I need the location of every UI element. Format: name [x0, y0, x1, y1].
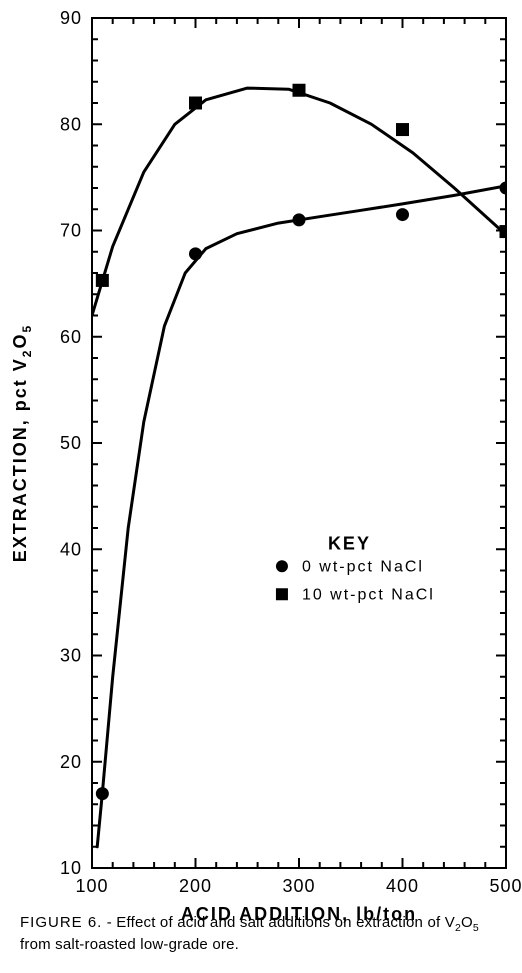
figure-caption: FIGURE 6. - Effect of acid and salt addi…: [20, 913, 502, 955]
svg-text:90: 90: [60, 8, 82, 28]
svg-text:60: 60: [60, 327, 82, 347]
svg-text:80: 80: [60, 114, 82, 134]
svg-text:30: 30: [60, 646, 82, 666]
svg-text:KEY: KEY: [328, 533, 371, 553]
svg-text:50: 50: [60, 433, 82, 453]
page: { "chart": { "type": "line-scatter", "wi…: [0, 0, 522, 973]
svg-text:100: 100: [75, 876, 108, 896]
svg-text:10: 10: [60, 858, 82, 878]
svg-text:400: 400: [386, 876, 419, 896]
svg-text:0 wt-pct NaCl: 0 wt-pct NaCl: [302, 558, 424, 575]
svg-text:300: 300: [282, 876, 315, 896]
figure-label: FIGURE 6.: [20, 914, 102, 931]
svg-text:EXTRACTION, pct V2O5: EXTRACTION, pct V2O5: [10, 324, 34, 562]
caption-text-1: - Effect of acid and salt additions on e…: [102, 914, 444, 931]
svg-text:10 wt-pct NaCl: 10 wt-pct NaCl: [302, 586, 435, 603]
svg-text:20: 20: [60, 752, 82, 772]
svg-text:40: 40: [60, 539, 82, 559]
extraction-chart: 100200300400500102030405060708090ACID AD…: [0, 0, 522, 973]
caption-formula: V2O5: [445, 914, 479, 931]
svg-text:200: 200: [179, 876, 212, 896]
caption-text-2: from salt-roasted low-grade ore.: [20, 936, 239, 953]
svg-text:70: 70: [60, 221, 82, 241]
svg-text:500: 500: [489, 876, 522, 896]
